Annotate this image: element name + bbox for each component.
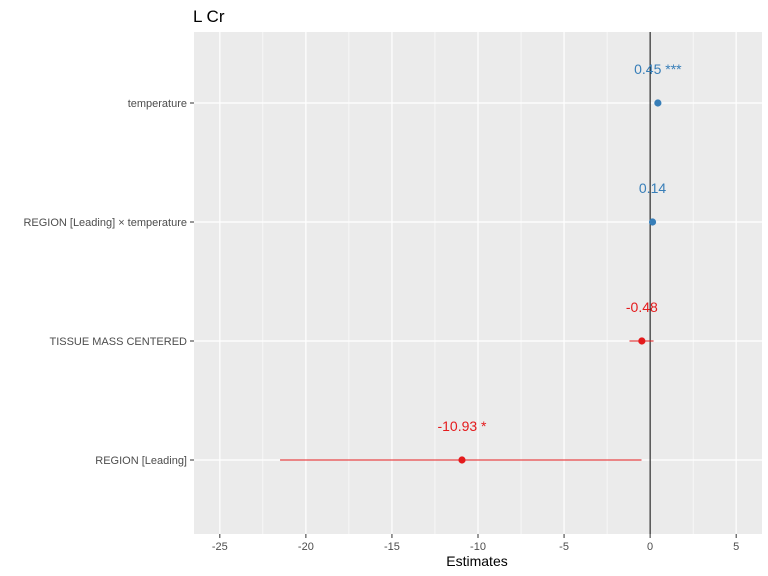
estimate-label: 0.45 ***	[634, 61, 682, 77]
grid-lines	[194, 32, 762, 534]
estimate-point	[638, 337, 646, 345]
estimate-label: -10.93 *	[437, 418, 487, 434]
x-tick-label: 0	[647, 541, 653, 553]
x-tick-label: 5	[733, 541, 739, 553]
x-tick-label: -25	[212, 541, 228, 553]
estimate-point	[648, 218, 657, 226]
y-axis: temperature REGION [Leading] × temperatur…	[23, 98, 194, 467]
estimate-point	[458, 456, 466, 464]
x-axis: -25 -20 -15 -10 -5 0 5	[212, 534, 739, 553]
estimate-label: 0.14	[639, 180, 666, 196]
estimate-marks: 0.45 *** 0.14 -0.48 -10.93 *	[280, 61, 682, 464]
estimate-point	[654, 99, 662, 107]
y-tick-label: temperature	[128, 98, 187, 110]
x-tick-label: -5	[559, 541, 569, 553]
x-axis-title: Estimates	[446, 553, 507, 569]
x-tick-label: -15	[384, 541, 400, 553]
y-tick-label: TISSUE MASS CENTERED	[49, 336, 187, 348]
chart-title: L Cr	[193, 7, 225, 26]
y-tick-label: REGION [Leading]	[95, 455, 187, 467]
x-tick-label: -20	[298, 541, 314, 553]
x-tick-label: -10	[470, 541, 486, 553]
estimate-label: -0.48	[626, 299, 658, 315]
y-tick-label: REGION [Leading] × temperature	[23, 217, 187, 229]
